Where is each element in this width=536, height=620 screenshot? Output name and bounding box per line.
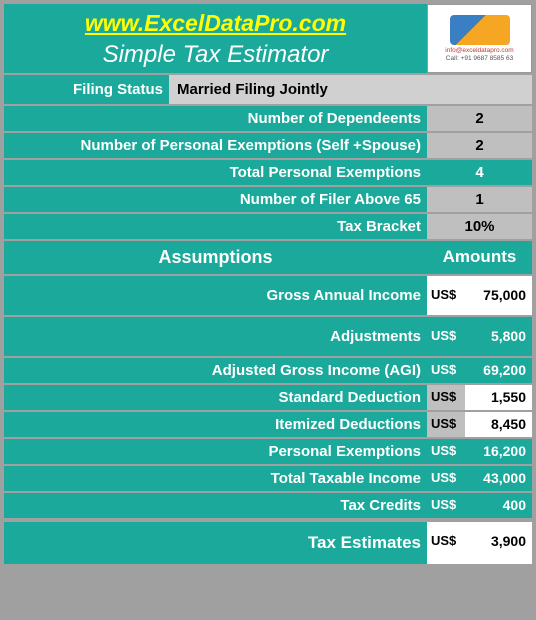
amount-label: Standard Deduction [4,385,427,410]
logo-cell: info@exceldatapro.com Call: +91 9687 858… [427,4,532,73]
filing-status-row: Filing Status Married Filing Jointly [4,73,532,104]
assumptions-header: Assumptions [4,241,427,274]
logo-contact: info@exceldatapro.com Call: +91 9687 858… [445,47,513,63]
currency-label: US$ [427,385,465,410]
info-label: Number of Filer Above 65 [4,187,427,212]
logo-phone: Call: +91 9687 8585 63 [446,55,513,62]
amount-row: AdjustmentsUS$5,800 [4,315,532,356]
amount-label: Tax Estimates [4,522,427,564]
amount-value[interactable]: 8,450 [465,412,532,437]
amount-pair: US$43,000 [427,466,532,491]
section-header-row: Assumptions Amounts [4,239,532,274]
info-rows: Number of Dependeents2Number of Personal… [4,104,532,239]
amount-value: 5,800 [465,317,532,356]
amount-label: Tax Credits [4,493,427,518]
amount-pair: US$3,900 [427,522,532,564]
amount-pair: US$400 [427,493,532,518]
tax-estimator-sheet: www.ExcelDataPro.com Simple Tax Estimato… [4,4,532,564]
amount-value[interactable]: 3,900 [465,522,532,564]
info-value: 4 [427,160,532,185]
info-label: Number of Dependeents [4,106,427,131]
amount-label: Adjusted Gross Income (AGI) [4,358,427,383]
currency-label: US$ [427,439,465,464]
handshake-icon [450,15,510,45]
amount-value: 16,200 [465,439,532,464]
header-url-cell: www.ExcelDataPro.com [4,4,427,39]
amount-value[interactable]: 75,000 [465,276,532,315]
amount-pair: US$69,200 [427,358,532,383]
currency-label: US$ [427,522,465,564]
amount-row: Tax CreditsUS$400 [4,491,532,518]
amount-value: 69,200 [465,358,532,383]
currency-label: US$ [427,276,465,315]
info-row: Number of Filer Above 651 [4,185,532,212]
amount-row: Itemized DeductionsUS$8,450 [4,410,532,437]
amount-pair: US$5,800 [427,317,532,356]
header-left: www.ExcelDataPro.com Simple Tax Estimato… [4,4,427,73]
amount-label: Personal Exemptions [4,439,427,464]
amount-label: Itemized Deductions [4,412,427,437]
info-row: Tax Bracket10% [4,212,532,239]
info-value[interactable]: 2 [427,133,532,158]
currency-label: US$ [427,493,465,518]
info-value[interactable]: 1 [427,187,532,212]
amount-value[interactable]: 1,550 [465,385,532,410]
amount-value: 43,000 [465,466,532,491]
info-row: Total Personal Exemptions4 [4,158,532,185]
amount-row: Personal ExemptionsUS$16,200 [4,437,532,464]
amount-label: Gross Annual Income [4,276,427,315]
amount-pair: US$16,200 [427,439,532,464]
site-url-link[interactable]: www.ExcelDataPro.com [85,10,346,36]
info-label: Number of Personal Exemptions (Self +Spo… [4,133,427,158]
info-row: Number of Dependeents2 [4,104,532,131]
currency-label: US$ [427,358,465,383]
amount-row: Total Taxable IncomeUS$43,000 [4,464,532,491]
amount-pair: US$75,000 [427,276,532,315]
amount-pair: US$1,550 [427,385,532,410]
amount-row: Gross Annual IncomeUS$75,000 [4,274,532,315]
header-block: www.ExcelDataPro.com Simple Tax Estimato… [4,4,532,73]
amount-row: Tax EstimatesUS$3,900 [4,520,532,564]
amounts-header: Amounts [427,241,532,274]
amount-label: Adjustments [4,317,427,356]
amount-rows: Gross Annual IncomeUS$75,000AdjustmentsU… [4,274,532,564]
amount-label: Total Taxable Income [4,466,427,491]
logo-email: info@exceldatapro.com [445,47,513,54]
info-row: Number of Personal Exemptions (Self +Spo… [4,131,532,158]
filing-status-value[interactable]: Married Filing Jointly [169,75,532,104]
amount-row: Adjusted Gross Income (AGI)US$69,200 [4,356,532,383]
amount-pair: US$8,450 [427,412,532,437]
filing-status-label: Filing Status [4,75,169,104]
currency-label: US$ [427,412,465,437]
currency-label: US$ [427,317,465,356]
page-title: Simple Tax Estimator [4,39,427,73]
info-value[interactable]: 10% [427,214,532,239]
info-label: Total Personal Exemptions [4,160,427,185]
currency-label: US$ [427,466,465,491]
amount-value: 400 [465,493,532,518]
amount-row: Standard DeductionUS$1,550 [4,383,532,410]
info-label: Tax Bracket [4,214,427,239]
info-value[interactable]: 2 [427,106,532,131]
